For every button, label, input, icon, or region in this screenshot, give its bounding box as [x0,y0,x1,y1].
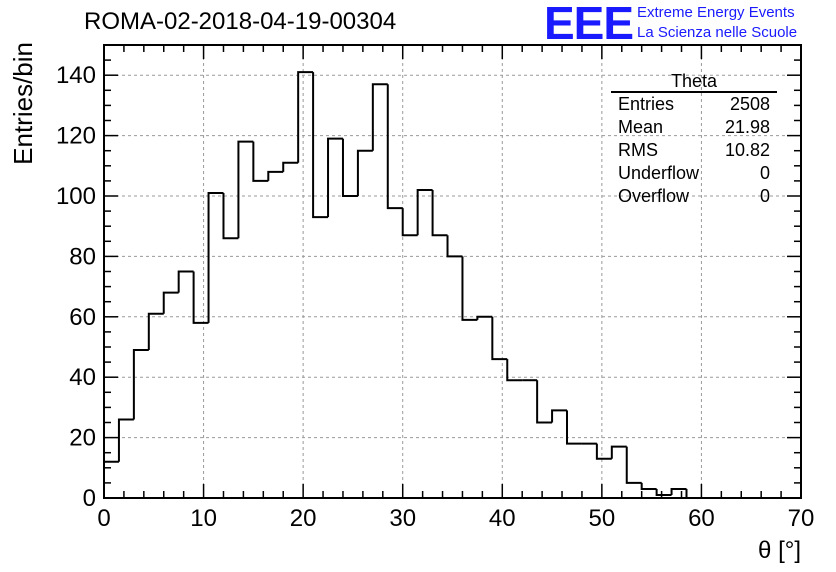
y-tick-label: 60 [69,304,96,331]
histogram-bin [341,138,358,197]
histogram-bin [297,71,314,163]
histogram-bin [670,487,687,495]
stats-label: Overflow [618,186,690,206]
histogram-bin [267,170,284,181]
histogram-bin [491,316,508,361]
stats-value: 2508 [729,94,770,114]
histogram-bin [237,140,254,239]
y-tick-label: 120 [56,123,96,150]
y-tick-label: 100 [56,183,96,210]
x-tick-label: 60 [688,505,715,532]
logo-line1: Extreme Energy Events [637,4,795,21]
stats-value: 0 [759,163,770,183]
stats-label: Mean [618,117,664,137]
y-tick-label: 0 [83,485,96,512]
x-tick-label: 10 [190,505,217,532]
histogram-bin [192,271,209,324]
stats-row-rms: RMS 10.82 [611,139,777,162]
histogram-bin [312,72,329,219]
histogram-bin [610,445,627,459]
x-tick-label: 0 [97,505,110,532]
histogram-bin [401,208,418,237]
stats-label: Underflow [618,163,700,183]
stats-value: 0 [759,186,770,206]
histogram-bin [446,235,463,258]
stats-row-underflow: Underflow 0 [611,162,777,185]
stats-label: Entries [618,94,675,114]
x-tick-label: 50 [589,505,616,532]
histogram-bin [655,488,672,496]
histogram-bin [371,83,388,151]
histogram-bin [177,270,194,293]
histogram-bin [536,380,553,424]
stats-label: RMS [618,140,658,160]
y-tick-label: 40 [69,364,96,391]
histogram-bin [386,84,403,210]
y-tick-label: 20 [69,425,96,452]
histogram-bin [327,137,343,218]
stats-box: Theta Entries 2508 Mean 21.98 RMS 10.82 … [611,72,777,208]
stats-row-overflow: Overflow 0 [611,185,777,208]
histogram-bin [282,161,299,172]
logo-caption: Extreme Energy Events La Scienza nelle S… [637,3,797,43]
histogram-bin [162,291,179,314]
histogram-bin [566,410,582,445]
histogram-bin [595,443,612,460]
y-tick-label: 140 [56,62,96,89]
y-axis-label: Entries/bin [8,42,38,165]
run-title: ROMA-02-2018-04-19-00304 [84,8,397,35]
stats-value: 10.82 [724,140,770,160]
stats-row-entries: Entries 2508 [611,93,777,116]
histogram-bin [506,359,523,382]
histogram-bin [117,418,134,462]
logo-line2: La Scienza nelle Scuole [637,24,798,41]
histogram-bin [625,446,642,484]
histogram-bin [356,149,373,196]
histogram-bin [640,482,657,490]
histogram-bin [476,315,493,320]
x-tick-label: 20 [290,505,317,532]
y-tick-label: 80 [69,243,96,270]
x-tick-label: 70 [788,505,815,532]
stats-title: Theta [611,72,777,93]
histogram-bin [207,191,224,323]
x-tick-label: 30 [389,505,416,532]
eee-logo: EEE [544,0,634,49]
histogram-bin [551,409,568,423]
x-tick-label: 40 [489,505,516,532]
histogram-bin [252,141,269,182]
histogram-bin [147,312,164,351]
histogram-bin [431,189,448,237]
x-axis-label: θ [°] [758,537,801,564]
stats-row-mean: Mean 21.98 [611,116,777,139]
stats-value: 21.98 [724,117,770,137]
histogram-bin [461,256,478,321]
histogram-bin [132,349,149,420]
histogram-bin [222,192,239,240]
histogram-bin [416,188,433,236]
